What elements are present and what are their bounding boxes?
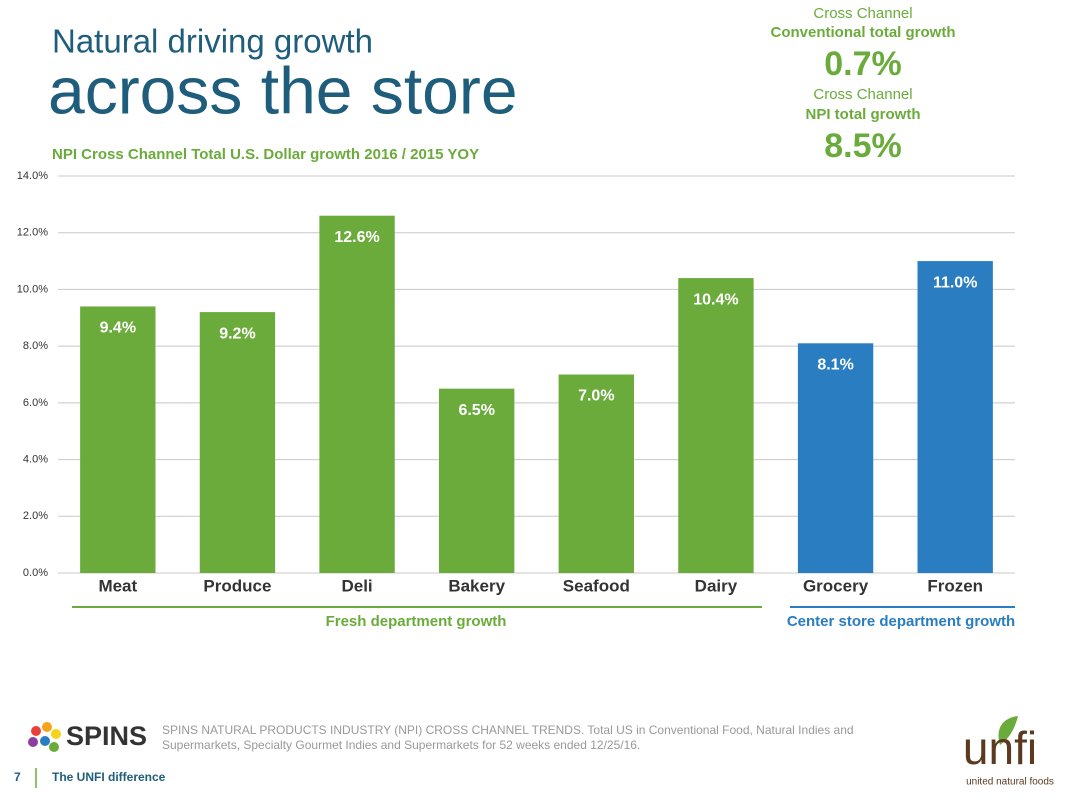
bar bbox=[558, 374, 634, 573]
stat-label: Cross Channel bbox=[813, 86, 912, 103]
title-line1: Natural driving growth bbox=[52, 23, 373, 60]
group-label: Fresh department growth bbox=[326, 613, 507, 630]
bar bbox=[319, 215, 395, 573]
title-line2: across the store bbox=[48, 53, 518, 127]
value-label: 9.4% bbox=[100, 320, 136, 337]
spins-logo bbox=[28, 722, 61, 752]
x-tick-label: Dairy bbox=[695, 576, 738, 595]
bar bbox=[439, 388, 515, 573]
stat-value: 0.7% bbox=[824, 45, 902, 83]
y-tick-label: 6.0% bbox=[23, 397, 48, 409]
y-tick-label: 8.0% bbox=[23, 340, 48, 352]
x-tick-label: Bakery bbox=[448, 576, 505, 595]
x-tick-label: Seafood bbox=[563, 576, 630, 595]
value-label: 8.1% bbox=[817, 357, 853, 374]
value-label: 12.6% bbox=[334, 229, 379, 246]
y-tick-label: 0.0% bbox=[23, 567, 48, 579]
y-tick-label: 2.0% bbox=[23, 510, 48, 522]
y-tick-label: 14.0% bbox=[17, 170, 48, 182]
stat-label: NPI total growth bbox=[806, 106, 921, 123]
stat-label: Conventional total growth bbox=[771, 24, 956, 41]
x-tick-label: Meat bbox=[98, 576, 137, 595]
value-label: 7.0% bbox=[578, 388, 614, 405]
value-label: 11.0% bbox=[933, 274, 977, 291]
y-tick-label: 4.0% bbox=[23, 453, 48, 465]
value-label: 9.2% bbox=[219, 325, 255, 342]
bar bbox=[917, 261, 993, 573]
y-tick-label: 10.0% bbox=[17, 283, 48, 295]
value-label: 6.5% bbox=[458, 402, 494, 419]
stat-label: Cross Channel bbox=[813, 5, 912, 22]
group-label: Center store department growth bbox=[787, 613, 1015, 630]
bar bbox=[678, 278, 754, 573]
value-label: 10.4% bbox=[693, 291, 738, 308]
page-number: 7 bbox=[14, 770, 21, 784]
plot: 0.0% 2.0% 4.0% 6.0% 8.0% 10.0% 12.0% 14.0% 9.4% M… bbox=[17, 170, 1015, 595]
y-tick-label: 12.0% bbox=[17, 227, 48, 239]
source-note: SPINS NATURAL PRODUCTS INDUSTRY (NPI) CR… bbox=[162, 723, 854, 737]
x-tick-label: Frozen bbox=[927, 576, 983, 595]
x-tick-label: Deli bbox=[341, 576, 372, 595]
unfi-leaf bbox=[998, 716, 1018, 745]
brand-tagline: united natural foods bbox=[966, 777, 1054, 788]
spins-wordmark: SPINS bbox=[66, 721, 147, 751]
x-tick-label: Produce bbox=[203, 576, 271, 595]
subtitle: NPI Cross Channel Total U.S. Dollar grow… bbox=[52, 146, 479, 163]
x-tick-label: Grocery bbox=[803, 576, 869, 595]
bar bbox=[199, 312, 276, 573]
bar bbox=[80, 306, 156, 573]
brand: unfi bbox=[963, 722, 1037, 774]
source-note: Supermarkets, Specialty Gourmet Indies a… bbox=[162, 738, 640, 752]
bar bbox=[797, 343, 874, 573]
footer-text: The UNFI difference bbox=[52, 770, 166, 784]
stat-value: 8.5% bbox=[824, 127, 902, 165]
